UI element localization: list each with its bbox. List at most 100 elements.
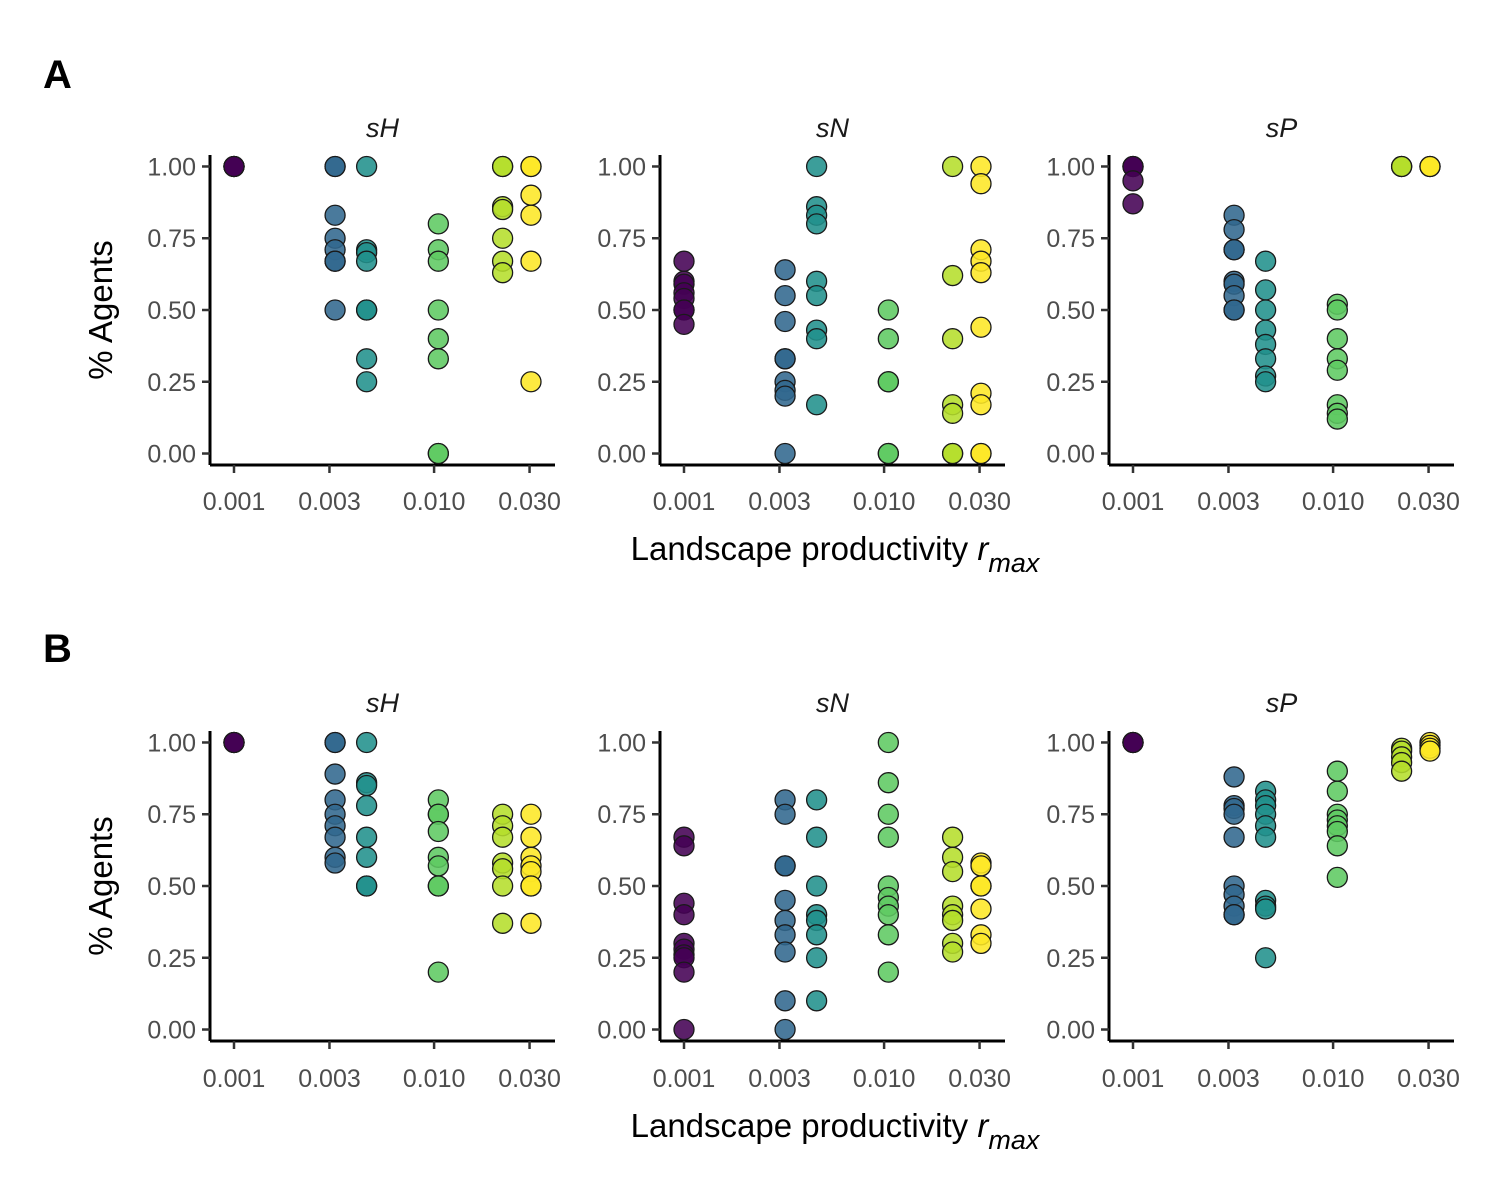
data-point: [491, 198, 514, 221]
data-point: [774, 889, 796, 912]
data-point: [941, 402, 964, 424]
data-point: [774, 803, 796, 825]
y-tick-label: 0.75: [1046, 225, 1095, 253]
data-point: [673, 961, 695, 983]
x-tick-label: 0.010: [853, 1065, 916, 1093]
data-point: [491, 262, 514, 284]
y-tick-label: 0.25: [597, 945, 646, 973]
y-tick-label: 0.50: [597, 873, 646, 901]
y-tick-label: 0.50: [147, 873, 196, 901]
data-point: [1326, 760, 1348, 782]
data-point: [877, 904, 899, 926]
data-point: [1254, 279, 1277, 301]
data-point: [324, 852, 346, 874]
facet-title: sH: [366, 688, 400, 718]
y-tick-label: 1.00: [147, 729, 196, 757]
data-point: [324, 155, 346, 178]
data-point: [355, 348, 378, 370]
data-point: [1254, 947, 1277, 969]
data-point: [1419, 740, 1441, 762]
data-point: [877, 803, 899, 825]
data-point: [774, 442, 796, 465]
data-point: [877, 924, 899, 946]
data-point: [1223, 826, 1245, 848]
y-tick-label: 0.00: [1046, 441, 1095, 469]
x-tick-label: 0.001: [203, 1065, 266, 1093]
panel-letter: A: [43, 53, 72, 97]
x-tick-label: 0.030: [1397, 1065, 1460, 1093]
data-point: [941, 826, 964, 848]
y-tick-label: 0.25: [1046, 945, 1095, 973]
data-point: [1254, 898, 1277, 920]
data-point: [355, 794, 378, 817]
data-point: [427, 250, 449, 272]
data-point: [355, 250, 378, 272]
x-tick-label: 0.010: [1302, 488, 1365, 516]
data-point: [877, 299, 899, 321]
x-tick-label: 0.001: [1102, 488, 1165, 516]
y-tick-label: 0.25: [147, 369, 196, 397]
facet-title: sN: [816, 113, 850, 143]
x-tick-label: 0.003: [1197, 488, 1260, 516]
data-point: [324, 731, 346, 754]
data-point: [1419, 155, 1441, 178]
facet-sp: sP 0.00 0.25 0.50 0.75 1.00 0.001 0.003 0.010 0.0…: [1046, 113, 1460, 516]
data-point: [1223, 803, 1245, 825]
data-point: [673, 835, 695, 857]
data-point: [673, 904, 695, 926]
data-point: [805, 789, 828, 811]
data-point: [877, 731, 899, 754]
x-tick-label: 0.001: [653, 488, 716, 516]
data-point: [355, 371, 378, 393]
x-axis-title-text: Landscape productivity: [631, 1107, 978, 1144]
data-point: [774, 385, 796, 407]
panel-a: A % Agents Landscape productivity rmax sH 0.…: [43, 53, 1460, 578]
data-point: [1122, 731, 1144, 754]
data-point: [324, 204, 346, 226]
data-point: [1326, 780, 1348, 802]
data-point: [223, 731, 245, 754]
x-axis-title: Landscape productivity rmax: [631, 1107, 1041, 1155]
data-point: [970, 442, 992, 465]
data-point: [491, 875, 514, 897]
y-tick-label: 0.25: [597, 369, 646, 397]
y-tick-label: 1.00: [147, 153, 196, 181]
data-point: [805, 826, 828, 848]
x-axis-title-symbol: r: [977, 530, 990, 567]
data-point: [520, 250, 542, 272]
data-point: [520, 204, 542, 226]
data-point: [941, 264, 964, 287]
facet-title: sH: [366, 113, 400, 143]
facet-sh: sH 0.00 0.25 0.50 0.75 1.00 0.001 0.003 0.010 0.0…: [147, 688, 561, 1093]
data-point: [1254, 299, 1277, 321]
data-point: [877, 961, 899, 983]
data-point: [520, 803, 542, 825]
data-point: [491, 227, 514, 249]
data-point: [355, 875, 378, 897]
data-point: [427, 961, 449, 983]
data-point: [1326, 866, 1348, 889]
data-point: [520, 826, 542, 848]
data-point: [355, 731, 378, 754]
data-point: [1122, 193, 1144, 215]
data-point: [805, 213, 828, 235]
data-point: [427, 348, 449, 370]
data-point: [673, 313, 695, 336]
data-point: [941, 442, 964, 465]
y-tick-label: 0.50: [147, 297, 196, 325]
data-point: [1326, 835, 1348, 857]
y-tick-label: 0.00: [1046, 1017, 1095, 1045]
data-point: [970, 855, 992, 877]
data-point: [941, 909, 964, 932]
data-point: [324, 826, 346, 848]
data-point: [941, 941, 964, 963]
data-point: [355, 774, 378, 797]
facet-sp: sP 0.00 0.25 0.50 0.75 1.00 0.001 0.003 0.010 0.0…: [1046, 688, 1460, 1093]
data-point: [774, 855, 796, 877]
data-point: [355, 155, 378, 178]
y-tick-label: 0.50: [1046, 297, 1095, 325]
x-tick-label: 0.010: [403, 488, 466, 516]
data-point: [805, 875, 828, 897]
y-tick-label: 0.75: [597, 801, 646, 829]
